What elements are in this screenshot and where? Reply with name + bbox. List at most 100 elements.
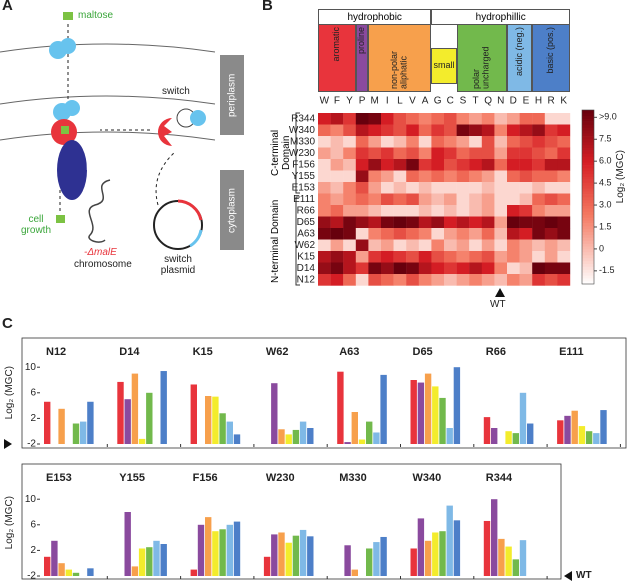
heatmap-cell — [330, 251, 344, 263]
heatmap-cell — [406, 113, 419, 125]
colorbar-segment — [582, 141, 594, 146]
colorbar-segment — [582, 246, 594, 250]
heatmap-cell — [418, 159, 432, 171]
bar — [87, 568, 94, 576]
plasmid-insert — [177, 199, 203, 221]
heatmap-cell — [355, 274, 369, 286]
heatmap-cell — [368, 228, 382, 240]
colorbar-segment — [582, 153, 594, 157]
colorbar-segment — [582, 214, 594, 218]
outer-membrane — [0, 43, 216, 53]
heatmap-cell — [431, 251, 445, 263]
label: cell growth — [20, 214, 51, 236]
heatmap-cell — [507, 136, 520, 148]
bar — [80, 421, 87, 444]
bar — [226, 421, 233, 444]
colorbar-tick-label: 0 — [599, 243, 604, 253]
heatmap-cell — [469, 113, 482, 125]
bar — [519, 392, 527, 444]
heatmap-cell — [318, 147, 331, 160]
switch-protein — [158, 118, 172, 146]
column-label: L — [397, 96, 403, 107]
heatmap-cell — [381, 124, 394, 137]
column-label: P — [359, 96, 366, 107]
bar — [344, 442, 351, 444]
heatmap-cell — [481, 182, 495, 194]
heatmap-cell — [507, 159, 520, 171]
heatmap-cell — [481, 170, 495, 183]
bar — [337, 371, 344, 444]
heatmap-cell — [431, 182, 445, 194]
domain-label: N-terminal Domain — [270, 199, 281, 283]
heatmap-cell — [481, 274, 495, 286]
column-label: H — [535, 96, 542, 107]
colorbar-tick-label: -1.5 — [599, 265, 615, 275]
label: periplasm — [220, 55, 244, 135]
heatmap-cell — [330, 182, 344, 194]
bar — [344, 545, 351, 576]
heatmap-cell — [557, 251, 571, 263]
heatmap-cell — [532, 113, 545, 125]
heatmap-cell — [444, 147, 457, 160]
heatmap-cell — [481, 239, 495, 252]
heatmap-cell — [469, 147, 482, 160]
label: switch plasmid — [160, 254, 196, 276]
heatmap-cell — [393, 251, 407, 263]
heatmap-cell — [544, 159, 558, 171]
chart-name: N12 — [46, 346, 66, 358]
heatmap-cell — [368, 251, 382, 263]
row-label: N12 — [297, 274, 316, 285]
bar — [233, 434, 241, 444]
heatmap-cell — [469, 159, 482, 171]
label: switch — [162, 86, 190, 97]
heatmap-cell — [469, 136, 482, 148]
heatmap-cell — [318, 205, 331, 217]
heatmap-cell — [355, 193, 369, 206]
colorbar-segment — [582, 159, 594, 163]
heatmap-cell — [330, 136, 344, 148]
heatmap-cell — [519, 216, 533, 229]
bar — [373, 432, 380, 444]
arrow — [155, 151, 176, 206]
heatmap-cell — [557, 170, 571, 183]
column-label: V — [409, 96, 416, 107]
heatmap-cell — [355, 216, 369, 229]
bar — [285, 434, 292, 444]
bar — [439, 531, 446, 576]
heatmap-cell — [532, 239, 545, 252]
heatmap-cell — [544, 239, 558, 252]
bar — [483, 417, 491, 444]
heatmap-cell — [481, 216, 495, 229]
inner-membrane — [0, 95, 216, 105]
heatmap-cell — [469, 216, 482, 229]
maltose-icon — [61, 126, 69, 134]
heatmap-cell — [406, 193, 419, 206]
colorbar-segment — [582, 162, 594, 166]
column-label: R — [547, 96, 554, 107]
heatmap-cell — [368, 170, 382, 183]
heatmap-cell — [456, 274, 470, 286]
heatmap-cell — [355, 147, 369, 160]
heatmap-cell — [431, 113, 445, 125]
wt-marker — [4, 439, 12, 449]
heatmap-cell — [494, 274, 508, 286]
colorbar-segment — [582, 176, 594, 180]
heatmap-cell — [418, 136, 432, 148]
column-label: Y — [346, 96, 353, 107]
label: cytoplasm — [220, 170, 244, 250]
heatmap-cell — [318, 251, 331, 263]
bar — [58, 563, 65, 576]
heatmap-cell — [318, 228, 331, 240]
bar — [519, 540, 527, 576]
colorbar-label: Log₂ (MGC) — [615, 150, 626, 204]
chart-name: W230 — [266, 472, 295, 484]
heatmap-cell — [544, 228, 558, 240]
bar — [205, 517, 212, 576]
bar — [160, 544, 167, 576]
heatmap-cell — [343, 216, 356, 229]
bar — [205, 396, 212, 444]
heatmap-cell — [418, 182, 432, 194]
bar — [417, 382, 425, 444]
row-label: A63 — [297, 228, 315, 239]
heatmap-cell — [431, 136, 445, 148]
